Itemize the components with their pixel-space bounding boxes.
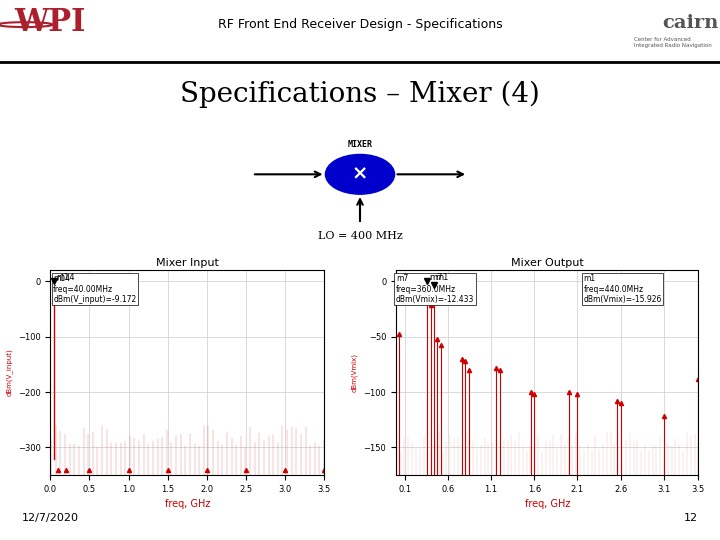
Y-axis label: dBm(Vmix): dBm(Vmix) <box>351 353 358 392</box>
Text: m1: m1 <box>436 273 449 282</box>
Ellipse shape <box>325 154 395 194</box>
Text: 12/7/2020: 12/7/2020 <box>22 514 78 523</box>
Text: m1
freq=440.0MHz
dBm(Vmix)=-15.926: m1 freq=440.0MHz dBm(Vmix)=-15.926 <box>583 274 662 304</box>
Title: Mixer Input: Mixer Input <box>156 258 219 268</box>
Text: m7
freq=360.0MHz
dBm(Vmix)=-12.433: m7 freq=360.0MHz dBm(Vmix)=-12.433 <box>396 274 474 304</box>
Text: WPI: WPI <box>14 7 86 38</box>
X-axis label: freq, GHz: freq, GHz <box>164 500 210 509</box>
Text: 12: 12 <box>684 514 698 523</box>
Title: Mixer Output: Mixer Output <box>510 258 584 268</box>
Text: m7: m7 <box>429 273 442 282</box>
Y-axis label: dBm(V_input): dBm(V_input) <box>6 349 12 396</box>
Text: cairn: cairn <box>662 14 719 32</box>
Text: m14: m14 <box>56 273 74 282</box>
Text: m14
freq=40.00MHz
dBm(V_input)=-9.172: m14 freq=40.00MHz dBm(V_input)=-9.172 <box>53 274 136 304</box>
Text: LO = 400 MHz: LO = 400 MHz <box>318 232 402 241</box>
Text: RF Front End Receiver Design - Specifications: RF Front End Receiver Design - Specifica… <box>217 18 503 31</box>
X-axis label: freq, GHz: freq, GHz <box>524 500 570 509</box>
Text: MIXER: MIXER <box>348 140 372 149</box>
Text: ×: × <box>352 165 368 184</box>
Text: Center for Advanced
Integrated Radio Navigation: Center for Advanced Integrated Radio Nav… <box>634 37 711 48</box>
Text: Specifications – Mixer (4): Specifications – Mixer (4) <box>180 80 540 107</box>
